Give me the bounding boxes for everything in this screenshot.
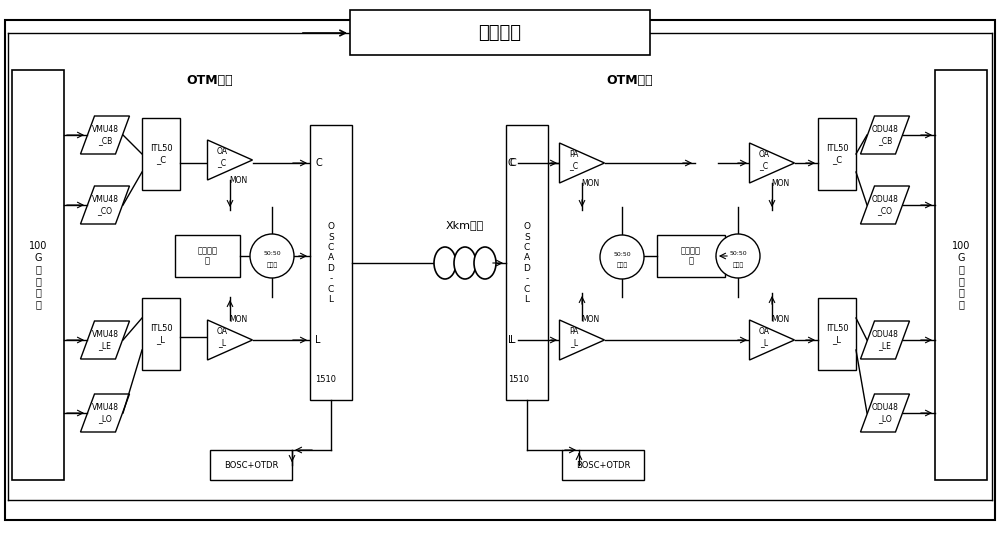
Polygon shape [80,394,130,432]
Text: ODU48
_CO: ODU48 _CO [872,195,898,215]
Text: 收端比较
器: 收端比较 器 [681,246,701,266]
Text: O
S
C
A
D
-
C
L: O S C A D - C L [524,222,530,304]
Text: OA
_L: OA _L [759,327,770,347]
FancyBboxPatch shape [175,235,240,277]
Text: PA
_C: PA _C [569,150,579,170]
Text: C: C [508,158,515,168]
Text: PA
_L: PA _L [569,327,579,347]
Text: OA
_L: OA _L [217,327,228,347]
FancyBboxPatch shape [350,10,650,55]
Text: Xkm光纤: Xkm光纤 [446,220,484,230]
Ellipse shape [454,247,476,279]
Text: 1510: 1510 [315,376,336,385]
Text: BOSC+OTDR: BOSC+OTDR [576,461,630,470]
Text: 业务仪表: 业务仪表 [479,24,522,42]
Text: O
S
C
A
D
-
C
L: O S C A D - C L [328,222,334,304]
Polygon shape [750,320,794,360]
Polygon shape [860,321,910,359]
Polygon shape [860,186,910,224]
Text: OA
_C: OA _C [759,150,770,170]
Polygon shape [207,320,252,360]
Text: MON: MON [229,175,247,185]
Polygon shape [860,116,910,154]
Polygon shape [560,143,604,183]
Text: OTM站点: OTM站点 [187,73,233,87]
Text: L: L [510,335,516,345]
FancyBboxPatch shape [818,298,856,370]
FancyBboxPatch shape [935,70,987,480]
Circle shape [250,234,294,278]
FancyBboxPatch shape [5,20,995,520]
FancyBboxPatch shape [506,125,548,400]
Text: BOSC+OTDR: BOSC+OTDR [224,461,278,470]
Text: L: L [315,335,320,345]
Text: 100
G
业
务
板
卡: 100 G 业 务 板 卡 [952,241,970,309]
Text: ITL50
_C: ITL50 _C [150,144,172,164]
FancyBboxPatch shape [657,235,725,277]
Text: 发端比较
器: 发端比较 器 [198,246,218,266]
Text: 1510: 1510 [508,376,529,385]
Text: C: C [510,158,517,168]
Text: 50:50: 50:50 [613,251,631,256]
Text: 100
G
业
务
板
卡: 100 G 业 务 板 卡 [29,241,47,309]
FancyBboxPatch shape [562,450,644,480]
Text: MON: MON [771,316,789,325]
Text: ODU48
_CB: ODU48 _CB [872,125,898,144]
FancyBboxPatch shape [12,70,64,480]
Text: L: L [508,335,514,345]
Polygon shape [207,140,252,180]
FancyBboxPatch shape [210,450,292,480]
Ellipse shape [474,247,496,279]
Text: VMU48
_LO: VMU48 _LO [92,403,119,423]
Text: 耦合器: 耦合器 [732,262,744,268]
FancyBboxPatch shape [142,118,180,190]
Text: MON: MON [229,316,247,325]
Text: VMU48
_CO: VMU48 _CO [92,195,119,215]
Text: 耦合器: 耦合器 [616,262,628,268]
Text: ODU48
_LE: ODU48 _LE [872,330,898,350]
Polygon shape [80,321,130,359]
Text: 耦合器: 耦合器 [266,262,278,268]
Text: VMU48
_CB: VMU48 _CB [92,125,119,144]
Text: MON: MON [581,179,599,187]
Polygon shape [560,320,604,360]
FancyBboxPatch shape [142,298,180,370]
Text: ODU48
_LO: ODU48 _LO [872,403,898,423]
Text: ITL50
_L: ITL50 _L [150,324,172,343]
Circle shape [600,235,644,279]
Ellipse shape [434,247,456,279]
Text: C: C [315,158,322,168]
Text: OA
_C: OA _C [217,147,228,167]
Text: 50:50: 50:50 [263,250,281,256]
FancyBboxPatch shape [818,118,856,190]
Polygon shape [860,394,910,432]
FancyBboxPatch shape [310,125,352,400]
Polygon shape [80,116,130,154]
Polygon shape [80,186,130,224]
Text: ITL50
_C: ITL50 _C [826,144,848,164]
Text: ITL50
_L: ITL50 _L [826,324,848,343]
Text: MON: MON [771,179,789,187]
Polygon shape [750,143,794,183]
Text: MON: MON [581,316,599,325]
Text: OTM站点: OTM站点 [607,73,653,87]
Text: 50:50: 50:50 [729,250,747,256]
Text: VMU48
_LE: VMU48 _LE [92,330,119,350]
Circle shape [716,234,760,278]
